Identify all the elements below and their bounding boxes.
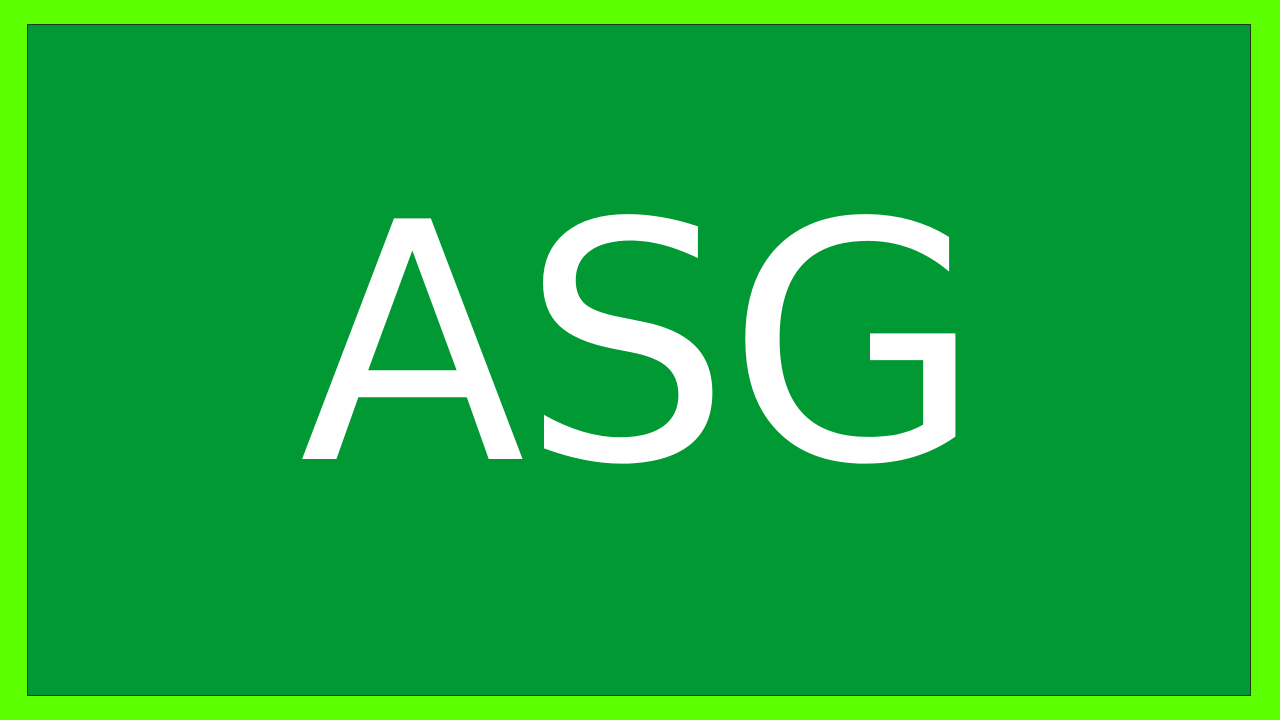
slide-title: ASG xyxy=(299,153,983,537)
title-panel: ASG xyxy=(27,24,1251,696)
